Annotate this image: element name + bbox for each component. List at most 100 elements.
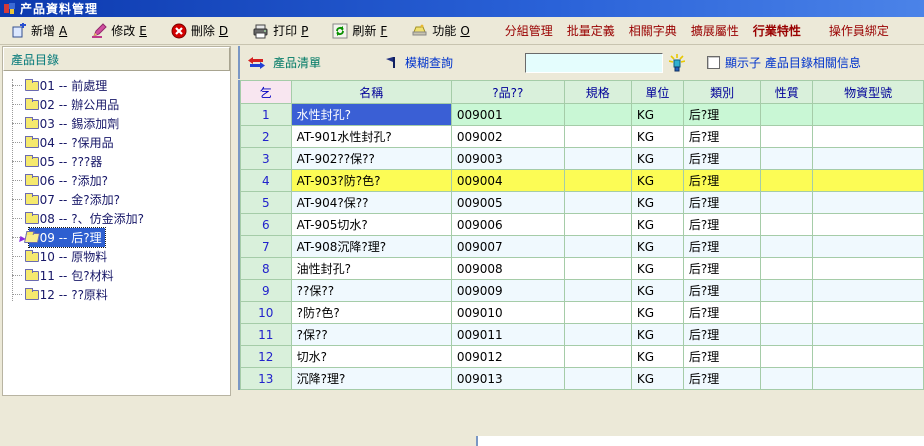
cell-unit[interactable]: KG bbox=[630, 323, 684, 346]
cell-unit[interactable]: KG bbox=[630, 169, 684, 192]
cell-num[interactable]: 1 bbox=[240, 103, 292, 126]
cell-name[interactable]: 水性封孔? bbox=[290, 103, 452, 126]
cell-code[interactable]: 009001 bbox=[450, 103, 565, 126]
cell-name[interactable]: AT-908沉降?理? bbox=[290, 235, 452, 258]
cell-spec[interactable] bbox=[563, 279, 632, 302]
search-flashlight-icon[interactable] bbox=[669, 53, 686, 72]
table-row[interactable]: 3 AT-902??保?? 009003 KG 后?理 bbox=[240, 147, 924, 170]
cell-model[interactable] bbox=[812, 279, 924, 302]
cell-code[interactable]: 009004 bbox=[450, 169, 565, 192]
menu-related-dictionary[interactable]: 相關字典 bbox=[628, 24, 677, 38]
cell-name[interactable]: AT-903?防?色? bbox=[290, 169, 452, 192]
cell-code[interactable]: 009012 bbox=[450, 345, 565, 368]
cell-code[interactable]: 009003 bbox=[450, 147, 565, 170]
cell-category[interactable]: 后?理 bbox=[682, 125, 762, 148]
tree-item[interactable]: 007 -- 金?添加? bbox=[3, 190, 230, 209]
table-row[interactable]: 12 切水? 009012 KG 后?理 bbox=[240, 345, 924, 368]
table-row[interactable]: 1 水性封孔? 009001 KG 后?理 bbox=[240, 103, 924, 126]
cell-nature[interactable] bbox=[760, 147, 814, 170]
cell-spec[interactable] bbox=[563, 103, 632, 126]
cell-category[interactable]: 后?理 bbox=[682, 169, 762, 192]
print-button[interactable]: 打印 P bbox=[245, 20, 315, 41]
table-row[interactable]: 6 AT-905切水? 009006 KG 后?理 bbox=[240, 213, 924, 236]
tree-body[interactable]: 001 -- 前處理 002 -- 辦公用品 003 -- 錫添加劑 004 -- ?… bbox=[3, 71, 230, 395]
cell-unit[interactable]: KG bbox=[630, 235, 684, 258]
cell-name[interactable]: 油性封孔? bbox=[290, 257, 452, 280]
cell-num[interactable]: 10 bbox=[240, 301, 292, 324]
cell-code[interactable]: 009007 bbox=[450, 235, 565, 258]
cell-unit[interactable]: KG bbox=[630, 125, 684, 148]
cell-name[interactable]: AT-902??保?? bbox=[290, 147, 452, 170]
cell-name[interactable]: AT-901水性封孔? bbox=[290, 125, 452, 148]
refresh-button[interactable]: 刷新 F bbox=[325, 20, 394, 41]
cell-spec[interactable] bbox=[563, 235, 632, 258]
tree-item[interactable]: 009 -- 后?理 bbox=[3, 227, 230, 248]
column-header[interactable]: ?品?? bbox=[450, 80, 565, 104]
column-header[interactable]: 物資型號 bbox=[812, 80, 924, 104]
cell-category[interactable]: 后?理 bbox=[682, 301, 762, 324]
cell-spec[interactable] bbox=[563, 213, 632, 236]
cell-unit[interactable]: KG bbox=[630, 213, 684, 236]
menu-batch-definition[interactable]: 批量定義 bbox=[566, 24, 615, 38]
cell-code[interactable]: 009006 bbox=[450, 213, 565, 236]
cell-nature[interactable] bbox=[760, 213, 814, 236]
cell-category[interactable]: 后?理 bbox=[682, 279, 762, 302]
cell-code[interactable]: 009002 bbox=[450, 125, 565, 148]
cell-name[interactable]: AT-905切水? bbox=[290, 213, 452, 236]
cell-name[interactable]: ??保?? bbox=[290, 279, 452, 302]
cell-nature[interactable] bbox=[760, 235, 814, 258]
cell-model[interactable] bbox=[812, 257, 924, 280]
column-header[interactable]: 單位 bbox=[630, 80, 684, 104]
cell-unit[interactable]: KG bbox=[630, 257, 684, 280]
cell-nature[interactable] bbox=[760, 103, 814, 126]
cell-nature[interactable] bbox=[760, 279, 814, 302]
cell-model[interactable] bbox=[812, 323, 924, 346]
table-row[interactable]: 4 AT-903?防?色? 009004 KG 后?理 bbox=[240, 169, 924, 192]
tree-item[interactable]: 011 -- 包?材料 bbox=[3, 266, 230, 285]
column-header[interactable]: 規格 bbox=[563, 80, 632, 104]
cell-category[interactable]: 后?理 bbox=[682, 103, 762, 126]
cell-spec[interactable] bbox=[563, 257, 632, 280]
fuzzy-query-input[interactable] bbox=[525, 52, 664, 73]
cell-code[interactable]: 009013 bbox=[450, 367, 565, 390]
cell-nature[interactable] bbox=[760, 169, 814, 192]
delete-button[interactable]: 刪除 D bbox=[164, 20, 235, 41]
table-row[interactable]: 5 AT-904?保?? 009005 KG 后?理 bbox=[240, 191, 924, 214]
cell-code[interactable]: 009010 bbox=[450, 301, 565, 324]
cell-nature[interactable] bbox=[760, 345, 814, 368]
cell-category[interactable]: 后?理 bbox=[682, 235, 762, 258]
cell-name[interactable]: 切水? bbox=[290, 345, 452, 368]
tree-item[interactable]: 008 -- ?、仿金添加? bbox=[3, 209, 230, 228]
table-row[interactable]: 2 AT-901水性封孔? 009002 KG 后?理 bbox=[240, 125, 924, 148]
cell-name[interactable]: AT-904?保?? bbox=[290, 191, 452, 214]
cell-category[interactable]: 后?理 bbox=[682, 191, 762, 214]
cell-num[interactable]: 13 bbox=[240, 367, 292, 390]
cell-category[interactable]: 后?理 bbox=[682, 345, 762, 368]
cell-code[interactable]: 009008 bbox=[450, 257, 565, 280]
table-row[interactable]: 13 沉降?理? 009013 KG 后?理 bbox=[240, 367, 924, 390]
cell-unit[interactable]: KG bbox=[630, 147, 684, 170]
cell-spec[interactable] bbox=[563, 191, 632, 214]
cell-num[interactable]: 9 bbox=[240, 279, 292, 302]
table-row[interactable]: 7 AT-908沉降?理? 009007 KG 后?理 bbox=[240, 235, 924, 258]
cell-category[interactable]: 后?理 bbox=[682, 213, 762, 236]
cell-unit[interactable]: KG bbox=[630, 345, 684, 368]
cell-category[interactable]: 后?理 bbox=[682, 147, 762, 170]
cell-num[interactable]: 4 bbox=[240, 169, 292, 192]
tree-item[interactable]: 006 -- ?添加? bbox=[3, 171, 230, 190]
cell-spec[interactable] bbox=[563, 367, 632, 390]
panel-splitter[interactable] bbox=[231, 46, 238, 400]
cell-model[interactable] bbox=[812, 125, 924, 148]
cell-nature[interactable] bbox=[760, 367, 814, 390]
cell-model[interactable] bbox=[812, 345, 924, 368]
cell-model[interactable] bbox=[812, 235, 924, 258]
cell-spec[interactable] bbox=[563, 125, 632, 148]
column-header[interactable]: 類別 bbox=[682, 80, 762, 104]
cell-model[interactable] bbox=[812, 103, 924, 126]
cell-nature[interactable] bbox=[760, 257, 814, 280]
cell-model[interactable] bbox=[812, 147, 924, 170]
cell-code[interactable]: 009009 bbox=[450, 279, 565, 302]
menu-extended-attributes[interactable]: 擴展屬性 bbox=[690, 24, 739, 38]
cell-spec[interactable] bbox=[563, 323, 632, 346]
cell-spec[interactable] bbox=[563, 301, 632, 324]
